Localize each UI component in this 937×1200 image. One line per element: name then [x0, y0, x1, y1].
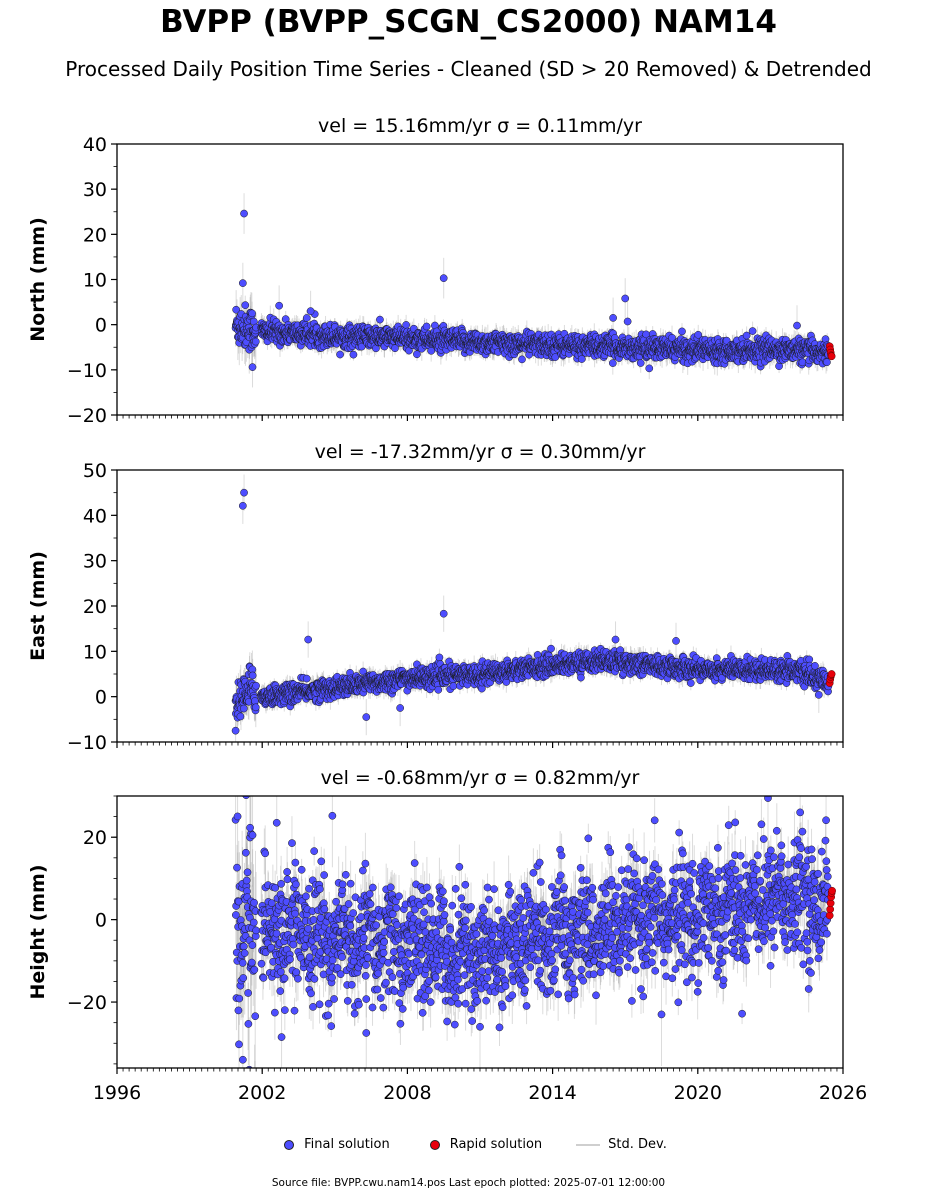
- y-axis-label-north: North (mm): [27, 217, 49, 342]
- final-solution-point: [668, 333, 676, 342]
- final-solution-point: [349, 350, 358, 359]
- final-solution-point: [391, 344, 399, 353]
- final-solution-point: [623, 317, 632, 326]
- page-title: BVPP (BVPP_SCGN_CS2000) NAM14: [160, 4, 777, 40]
- final-solution-point: [240, 209, 248, 218]
- final-solution-point: [609, 314, 617, 322]
- panel-north: −20 −10 0 10 20 30 40 North (mm) vel = 15.16mm/y…: [27, 115, 844, 427]
- y-tick-label: 10: [83, 270, 107, 292]
- final-solution-point: [577, 355, 586, 363]
- final-solution-point: [241, 301, 250, 310]
- y-tick-label: 0: [95, 315, 107, 337]
- final-solution-point: [427, 346, 436, 355]
- final-solution-point: [608, 359, 617, 367]
- final-solution-point: [636, 359, 645, 367]
- plot-area-north: [231, 193, 836, 388]
- final-solution-point: [336, 350, 344, 359]
- final-solution-point: [248, 309, 256, 318]
- y-tick-label: −10: [67, 360, 107, 382]
- final-solution-point: [422, 322, 431, 331]
- final-solution-point: [823, 358, 831, 367]
- final-solution-point: [518, 355, 526, 364]
- page-subtitle: Processed Daily Position Time Series - C…: [65, 57, 872, 81]
- final-solution-point: [376, 315, 384, 324]
- final-solution-point: [248, 363, 257, 371]
- y-tick-label: 40: [83, 134, 107, 156]
- final-solution-point: [238, 279, 247, 287]
- final-solution-point: [748, 327, 757, 335]
- final-solution-point: [678, 327, 686, 336]
- y-tick-label: 20: [83, 224, 107, 246]
- std-dev-bars-east: [235, 474, 829, 742]
- y-tick-label: −20: [67, 405, 107, 427]
- final-solution-point: [798, 358, 807, 367]
- final-solution-point: [621, 294, 630, 303]
- y-axis-north: −20 −10 0 10 20 30 40: [67, 134, 117, 427]
- final-solution-points-north: [231, 209, 833, 373]
- y-tick-label: 30: [83, 179, 107, 201]
- final-solution-point: [694, 330, 703, 339]
- final-solution-point: [439, 274, 448, 282]
- final-solution-point: [302, 314, 311, 322]
- final-solution-point: [742, 331, 751, 340]
- final-solution-point: [402, 321, 410, 329]
- final-solution-point: [251, 337, 260, 346]
- time-series-chart: −20 −10 0 10 20 30 40 North (mm) vel = 15.16mm/y…: [27, 115, 867, 1104]
- final-solution-point: [793, 321, 801, 330]
- rapid-solution-points-north: [825, 342, 836, 361]
- final-solution-point: [232, 305, 240, 314]
- rapid-solution-point: [827, 352, 836, 361]
- final-solution-point: [645, 364, 654, 373]
- panel-title-north: vel = 15.16mm/yr σ = 0.11mm/yr: [318, 115, 642, 137]
- axes-frame-north: [116, 143, 844, 416]
- x-axis-north: [116, 415, 844, 421]
- final-solution-point: [275, 301, 283, 310]
- final-solution-point: [306, 307, 315, 315]
- plot-area-east: [231, 474, 836, 742]
